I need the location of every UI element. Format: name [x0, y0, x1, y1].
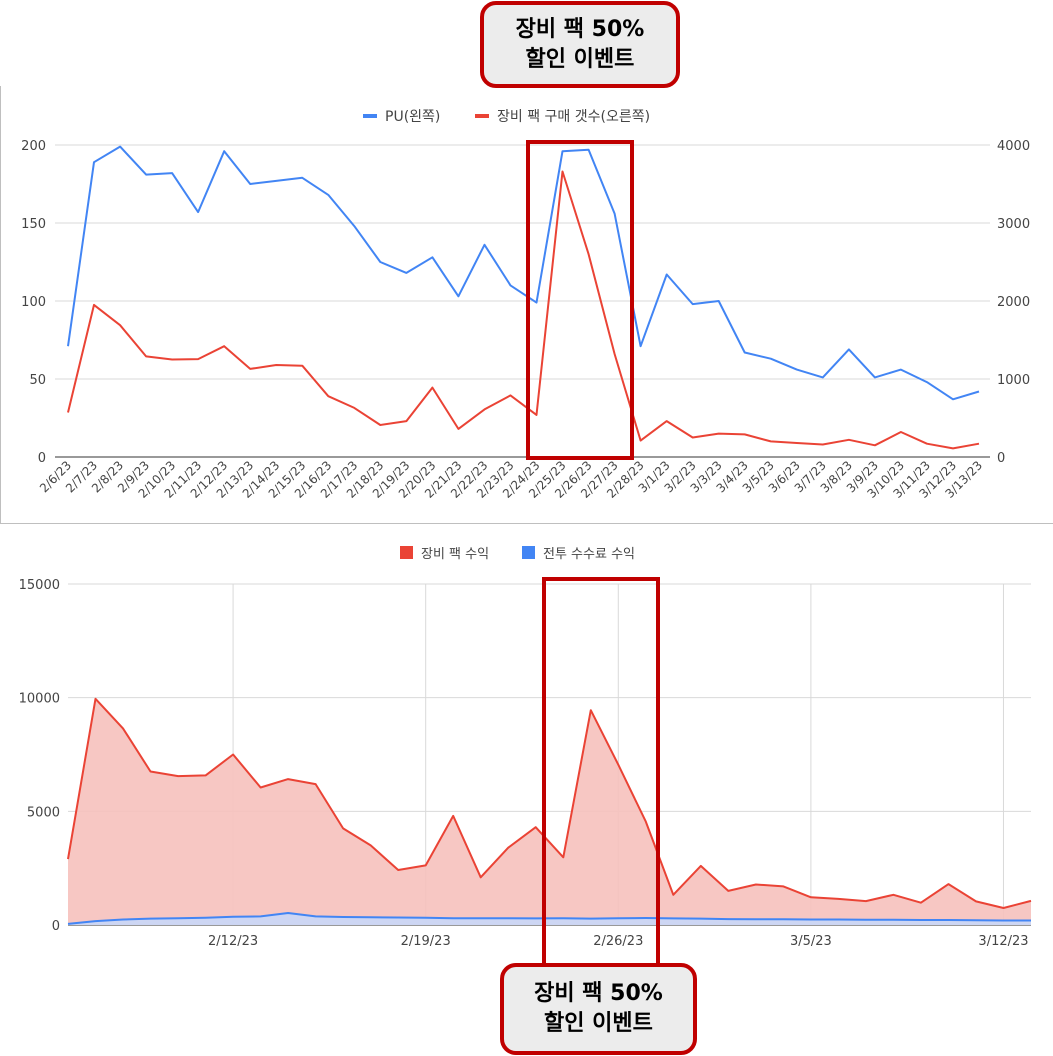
top-legend-label: 장비 팩 구매 갯수(오른쪽) [497, 109, 650, 125]
bottom-x-tick-label: 2/26/23 [593, 934, 643, 949]
bottom-legend-label: 장비 팩 수익 [421, 547, 489, 562]
bottom-legend-swatch [400, 546, 413, 559]
top-chart-frame-bottom [0, 523, 1053, 524]
top-right-tick-label: 1000 [997, 373, 1030, 388]
bottom-y-tick-label: 0 [52, 919, 60, 934]
top-discount-highlight-box [526, 140, 634, 460]
bottom-x-tick-label: 3/5/23 [790, 934, 832, 949]
top-chart-frame-left [0, 86, 1, 524]
top-right-tick-label: 0 [997, 451, 1005, 466]
top-left-tick-label: 150 [21, 217, 46, 232]
top-left-tick-label: 50 [29, 373, 46, 388]
bottom-x-tick-label: 2/19/23 [401, 934, 451, 949]
top-right-tick-label: 3000 [997, 217, 1030, 232]
bottom-area-chart: 0 5000 10000 15000 2/12/23 2/19/23 2/26/23 3/5/… [19, 546, 1032, 968]
top-left-tick-label: 100 [21, 295, 46, 310]
battle-fee-series-line [67, 912, 1031, 925]
pack-purchase-series-line [67, 170, 980, 450]
callout-bottom-line-2: 할인 이벤트 [544, 1011, 653, 1036]
bottom-legend-swatch [522, 546, 535, 559]
bottom-y-tick-label: 5000 [27, 805, 60, 820]
pu-series-line [67, 145, 980, 401]
callout-top-line-2: 할인 이벤트 [525, 46, 635, 72]
top-right-tick-label: 4000 [997, 139, 1030, 154]
top-legend-label: PU(왼쪽) [385, 109, 440, 125]
bottom-y-tick-label: 15000 [19, 578, 60, 593]
pack-revenue-series-line [67, 697, 1032, 909]
top-left-tick-label: 200 [21, 139, 46, 154]
bottom-x-tick-label: 3/12/23 [978, 934, 1028, 949]
callout-top-line-1: 장비 팩 50% [515, 16, 645, 42]
pack-revenue-area-fill [68, 698, 1031, 925]
callout-bottom-line-1: 장비 팩 50% [534, 981, 663, 1006]
discount-event-callout-bottom: 장비 팩 50% 할인 이벤트 [500, 963, 697, 1055]
bottom-y-tick-label: 10000 [19, 692, 60, 707]
top-line-chart: 050100150200010002000300040002/6/232/7/2… [21, 109, 1030, 501]
discount-event-callout-top: 장비 팩 50% 할인 이벤트 [480, 1, 680, 88]
top-left-tick-label: 0 [38, 451, 46, 466]
bottom-x-tick-label: 2/12/23 [208, 934, 258, 949]
bottom-legend-label: 전투 수수료 수익 [543, 547, 635, 562]
top-right-tick-label: 2000 [997, 295, 1030, 310]
